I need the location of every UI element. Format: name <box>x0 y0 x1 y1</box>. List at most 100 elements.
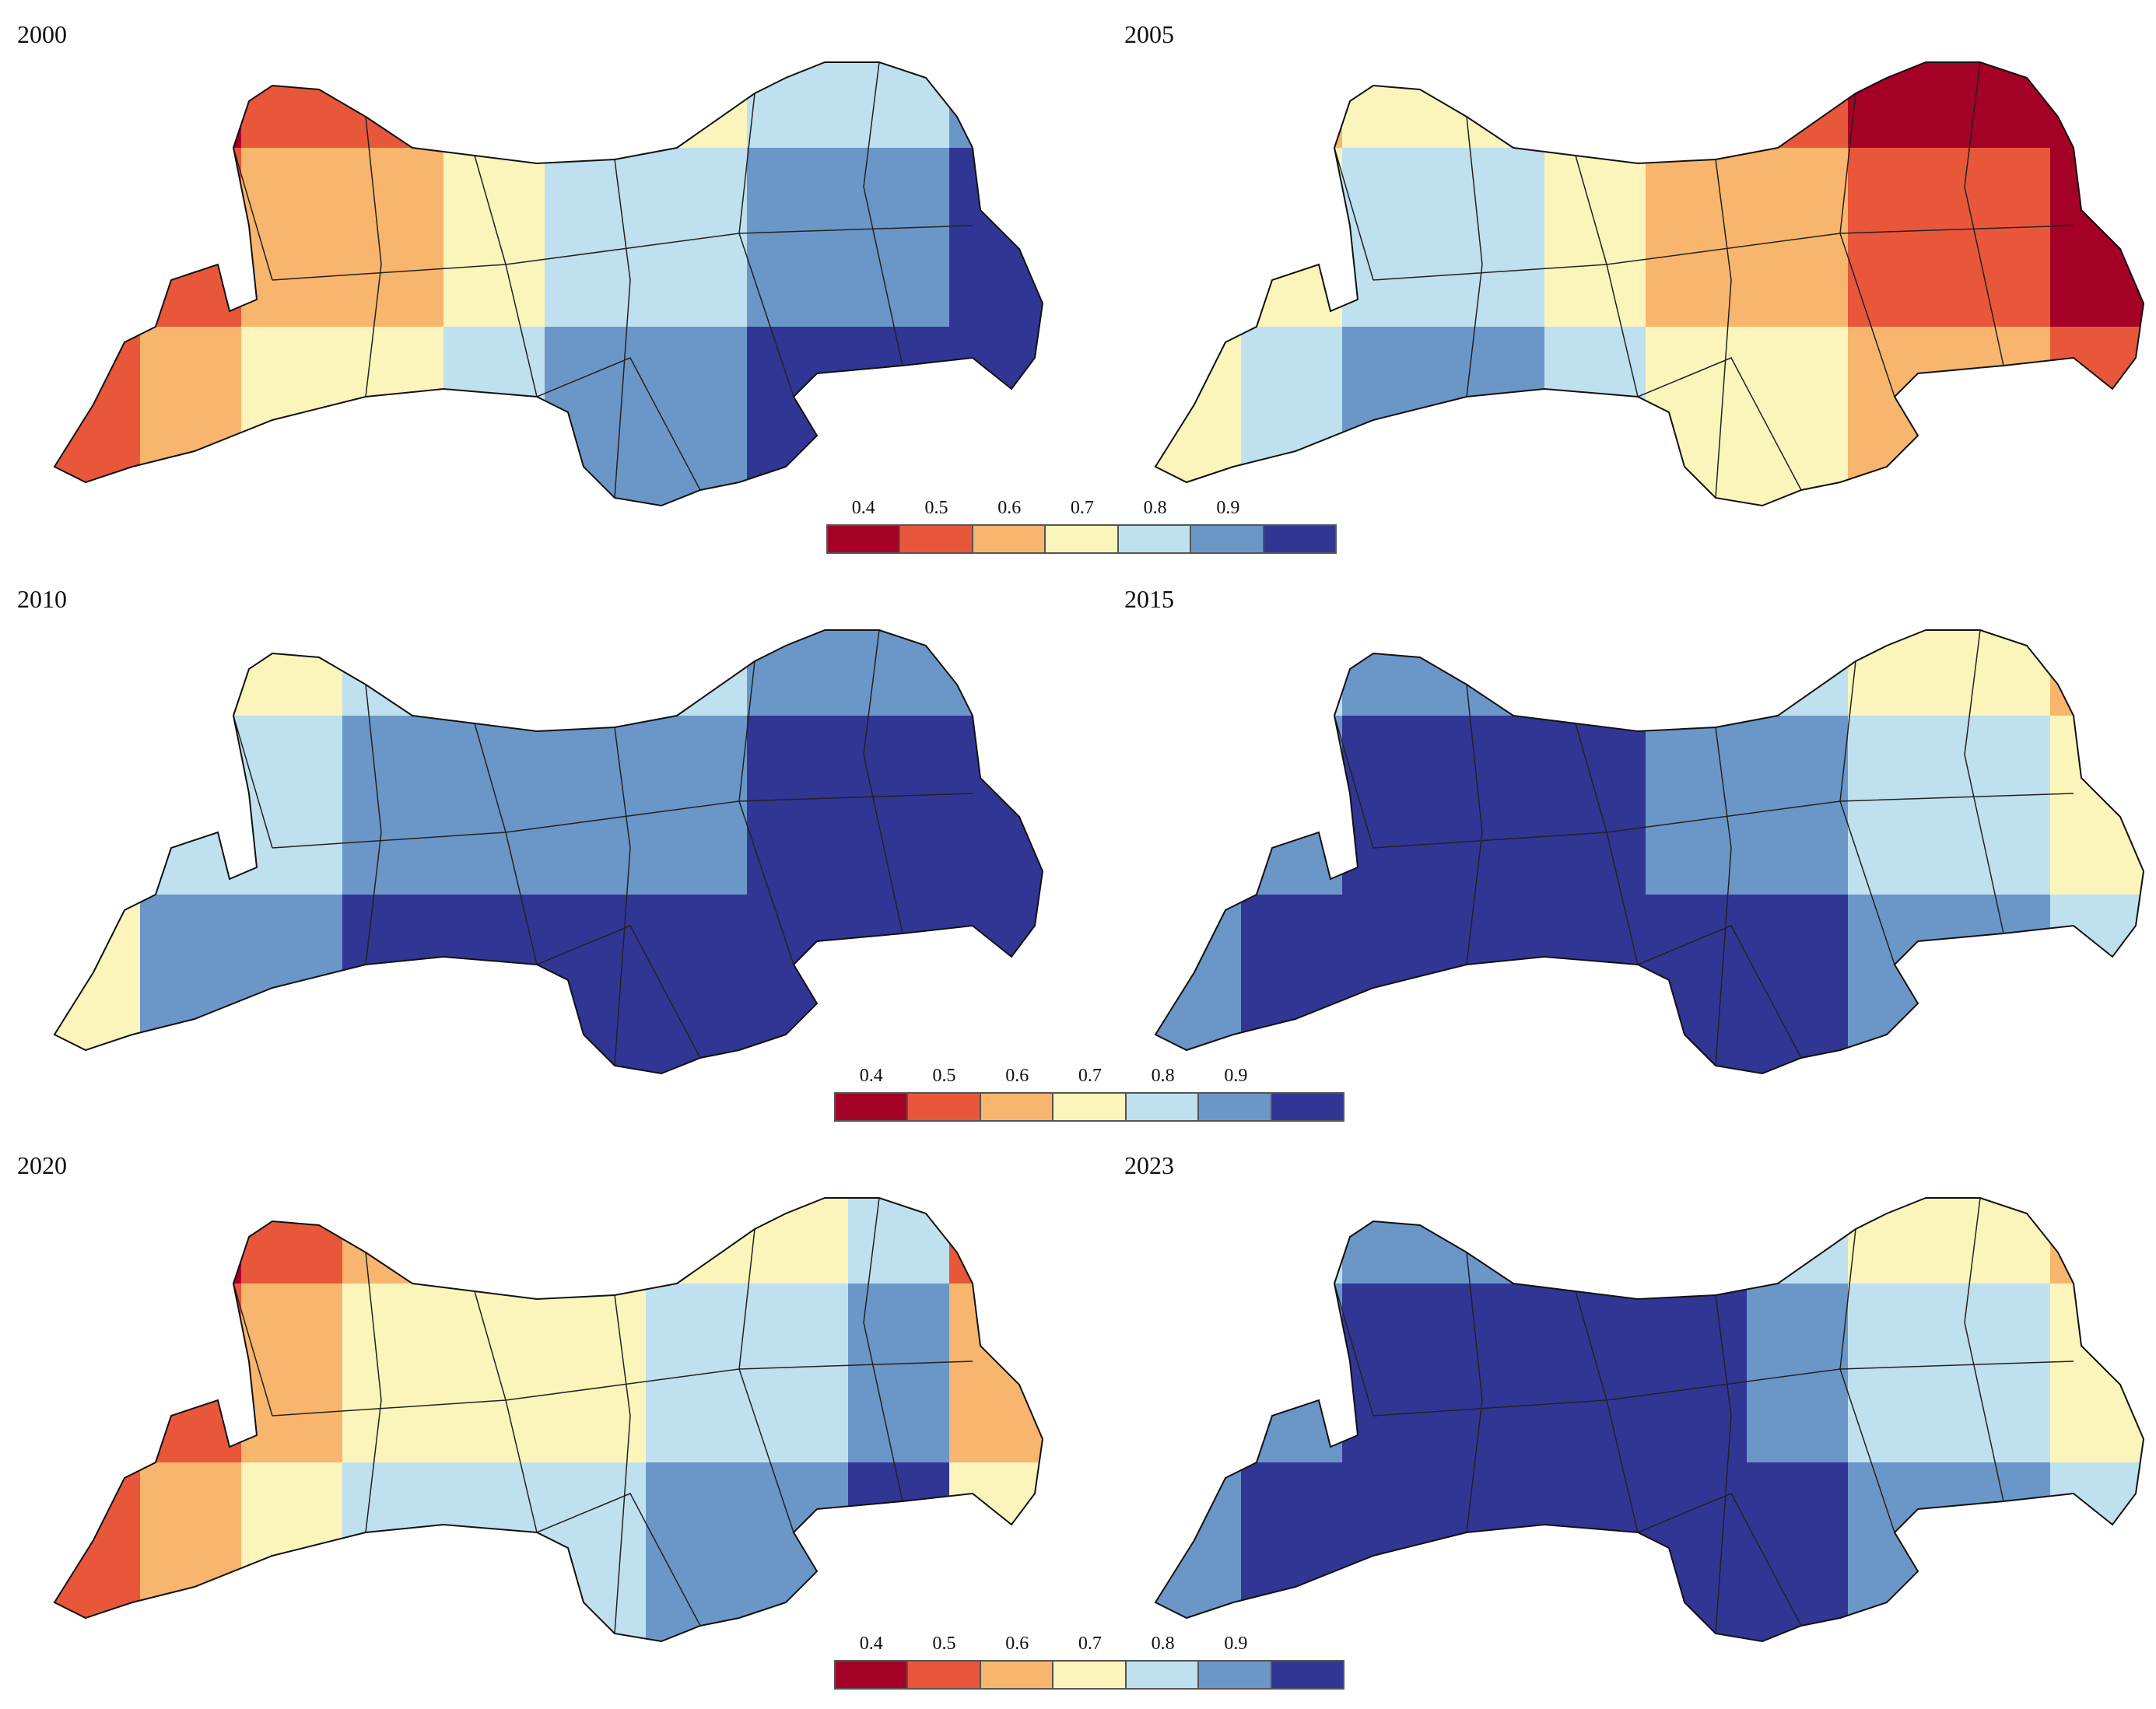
map-band-south <box>1646 895 1748 1073</box>
map-band-south <box>1646 327 1748 506</box>
map-band-north <box>646 62 748 148</box>
legend-swatch <box>836 1662 909 1688</box>
boundary-line <box>536 1493 701 1627</box>
map-panel-2000 <box>53 61 1044 507</box>
map-band-north <box>1155 1198 1242 1284</box>
map-band-south <box>1544 895 1646 1073</box>
legend-tick-label: 0.7 <box>1078 1066 1102 1086</box>
map-band-north <box>443 630 545 716</box>
boundary-line <box>863 1198 903 1502</box>
map-band-north <box>1646 630 1748 716</box>
map-band-south <box>1443 327 1545 506</box>
map-band-north <box>1544 630 1646 716</box>
map-band-south <box>443 327 545 506</box>
boundary-line <box>1637 357 1802 491</box>
boundary-line <box>614 1294 631 1634</box>
legend-tick-label: 0.6 <box>1005 1634 1029 1654</box>
map-band-south <box>1544 1462 1646 1641</box>
map-band-north <box>1241 62 1343 148</box>
map-band-south <box>443 1462 545 1641</box>
boundary-line <box>365 116 382 397</box>
map-panel-2020 <box>53 1197 1044 1643</box>
map-band <box>949 630 1043 1073</box>
legend-colorbar <box>834 1660 1344 1690</box>
legend-swatch <box>836 1094 909 1120</box>
map-band <box>949 1198 1043 1641</box>
map-band-south <box>848 327 950 506</box>
map-band-north <box>1443 630 1545 716</box>
map-band <box>2050 1198 2144 1641</box>
legend-swatch <box>908 1662 981 1688</box>
panel-year-label: 2005 <box>1124 20 1174 48</box>
map-band-south <box>54 895 141 1073</box>
map-fill <box>54 1198 1043 1641</box>
boundary-line <box>272 1361 973 1417</box>
boundary-line <box>614 159 631 499</box>
map-band <box>443 630 545 1073</box>
map-band-south <box>241 327 343 506</box>
legend-2: 0.4 0.5 0.6 0.7 0.8 0.9 <box>834 1066 1344 1123</box>
boundary-line <box>1334 1283 1374 1417</box>
boundary-line <box>1715 727 1732 1066</box>
map-band-south <box>646 1462 748 1641</box>
legend-swatch <box>973 526 1046 552</box>
map-band-south <box>1443 895 1545 1073</box>
legend-swatch <box>1053 1662 1127 1688</box>
map-band-north <box>241 630 343 716</box>
boundary-line <box>365 1252 382 1533</box>
map-band-north <box>443 1198 545 1284</box>
map-band-north <box>342 1198 444 1284</box>
boundary-line <box>1964 62 2004 366</box>
legend-swatch <box>980 1094 1054 1120</box>
map-panel-2010 <box>53 629 1044 1075</box>
map-band-south <box>1342 327 1444 506</box>
boundary-line <box>272 225 973 281</box>
map-band <box>2050 630 2144 1073</box>
map-band-south <box>1747 1462 1849 1641</box>
map-fill <box>1155 630 2144 1073</box>
legend-tick-label: 0.4 <box>859 1066 883 1086</box>
map-band-south <box>747 327 849 506</box>
legend-swatch <box>980 1662 1054 1688</box>
panel-year-label: 2000 <box>17 20 67 48</box>
map-band-north <box>1747 1198 1849 1284</box>
map-band-south <box>1155 1462 1242 1641</box>
map-band-south <box>1949 327 2051 506</box>
map-band-south <box>140 327 242 506</box>
boundary-line <box>233 715 273 849</box>
map-band-north <box>545 62 647 148</box>
map-band-south <box>241 895 343 1073</box>
map-band-south <box>1949 895 2051 1073</box>
legend-swatch <box>1271 1662 1343 1688</box>
map-band-south <box>1747 327 1849 506</box>
map-band-north <box>1342 62 1444 148</box>
legend-swatch <box>1126 1094 1200 1120</box>
panel-year-label: 2020 <box>17 1151 67 1179</box>
map-band-north <box>1544 62 1646 148</box>
map-band-north <box>1646 62 1748 148</box>
map-fill <box>54 630 1043 1073</box>
map-band-south <box>1443 1462 1545 1641</box>
boundary-line <box>536 357 701 491</box>
boundary-line <box>365 684 382 965</box>
map-band-north <box>1646 1198 1748 1284</box>
map-band <box>1544 62 1646 506</box>
map-band-south <box>1241 327 1343 506</box>
legend-swatch <box>1053 1094 1127 1120</box>
map-panel-2005 <box>1154 61 2145 507</box>
map-band-north <box>1544 1198 1646 1284</box>
map-band-south <box>1155 895 1242 1073</box>
boundary-line <box>1334 147 1374 281</box>
map-band-south <box>1646 1462 1748 1641</box>
boundary-line <box>863 62 903 366</box>
map-band-south <box>342 895 444 1073</box>
legend-swatch <box>1046 526 1119 552</box>
legend-tick-label: 0.5 <box>932 1066 956 1086</box>
legend-swatch <box>1264 526 1335 552</box>
legend-colorbar <box>826 524 1337 554</box>
map-band-south <box>1155 327 1242 506</box>
map-band-south <box>1848 895 1950 1073</box>
legend-tick-label: 0.4 <box>859 1634 883 1654</box>
map-band-south <box>1241 895 1343 1073</box>
legend-swatch <box>900 526 973 552</box>
